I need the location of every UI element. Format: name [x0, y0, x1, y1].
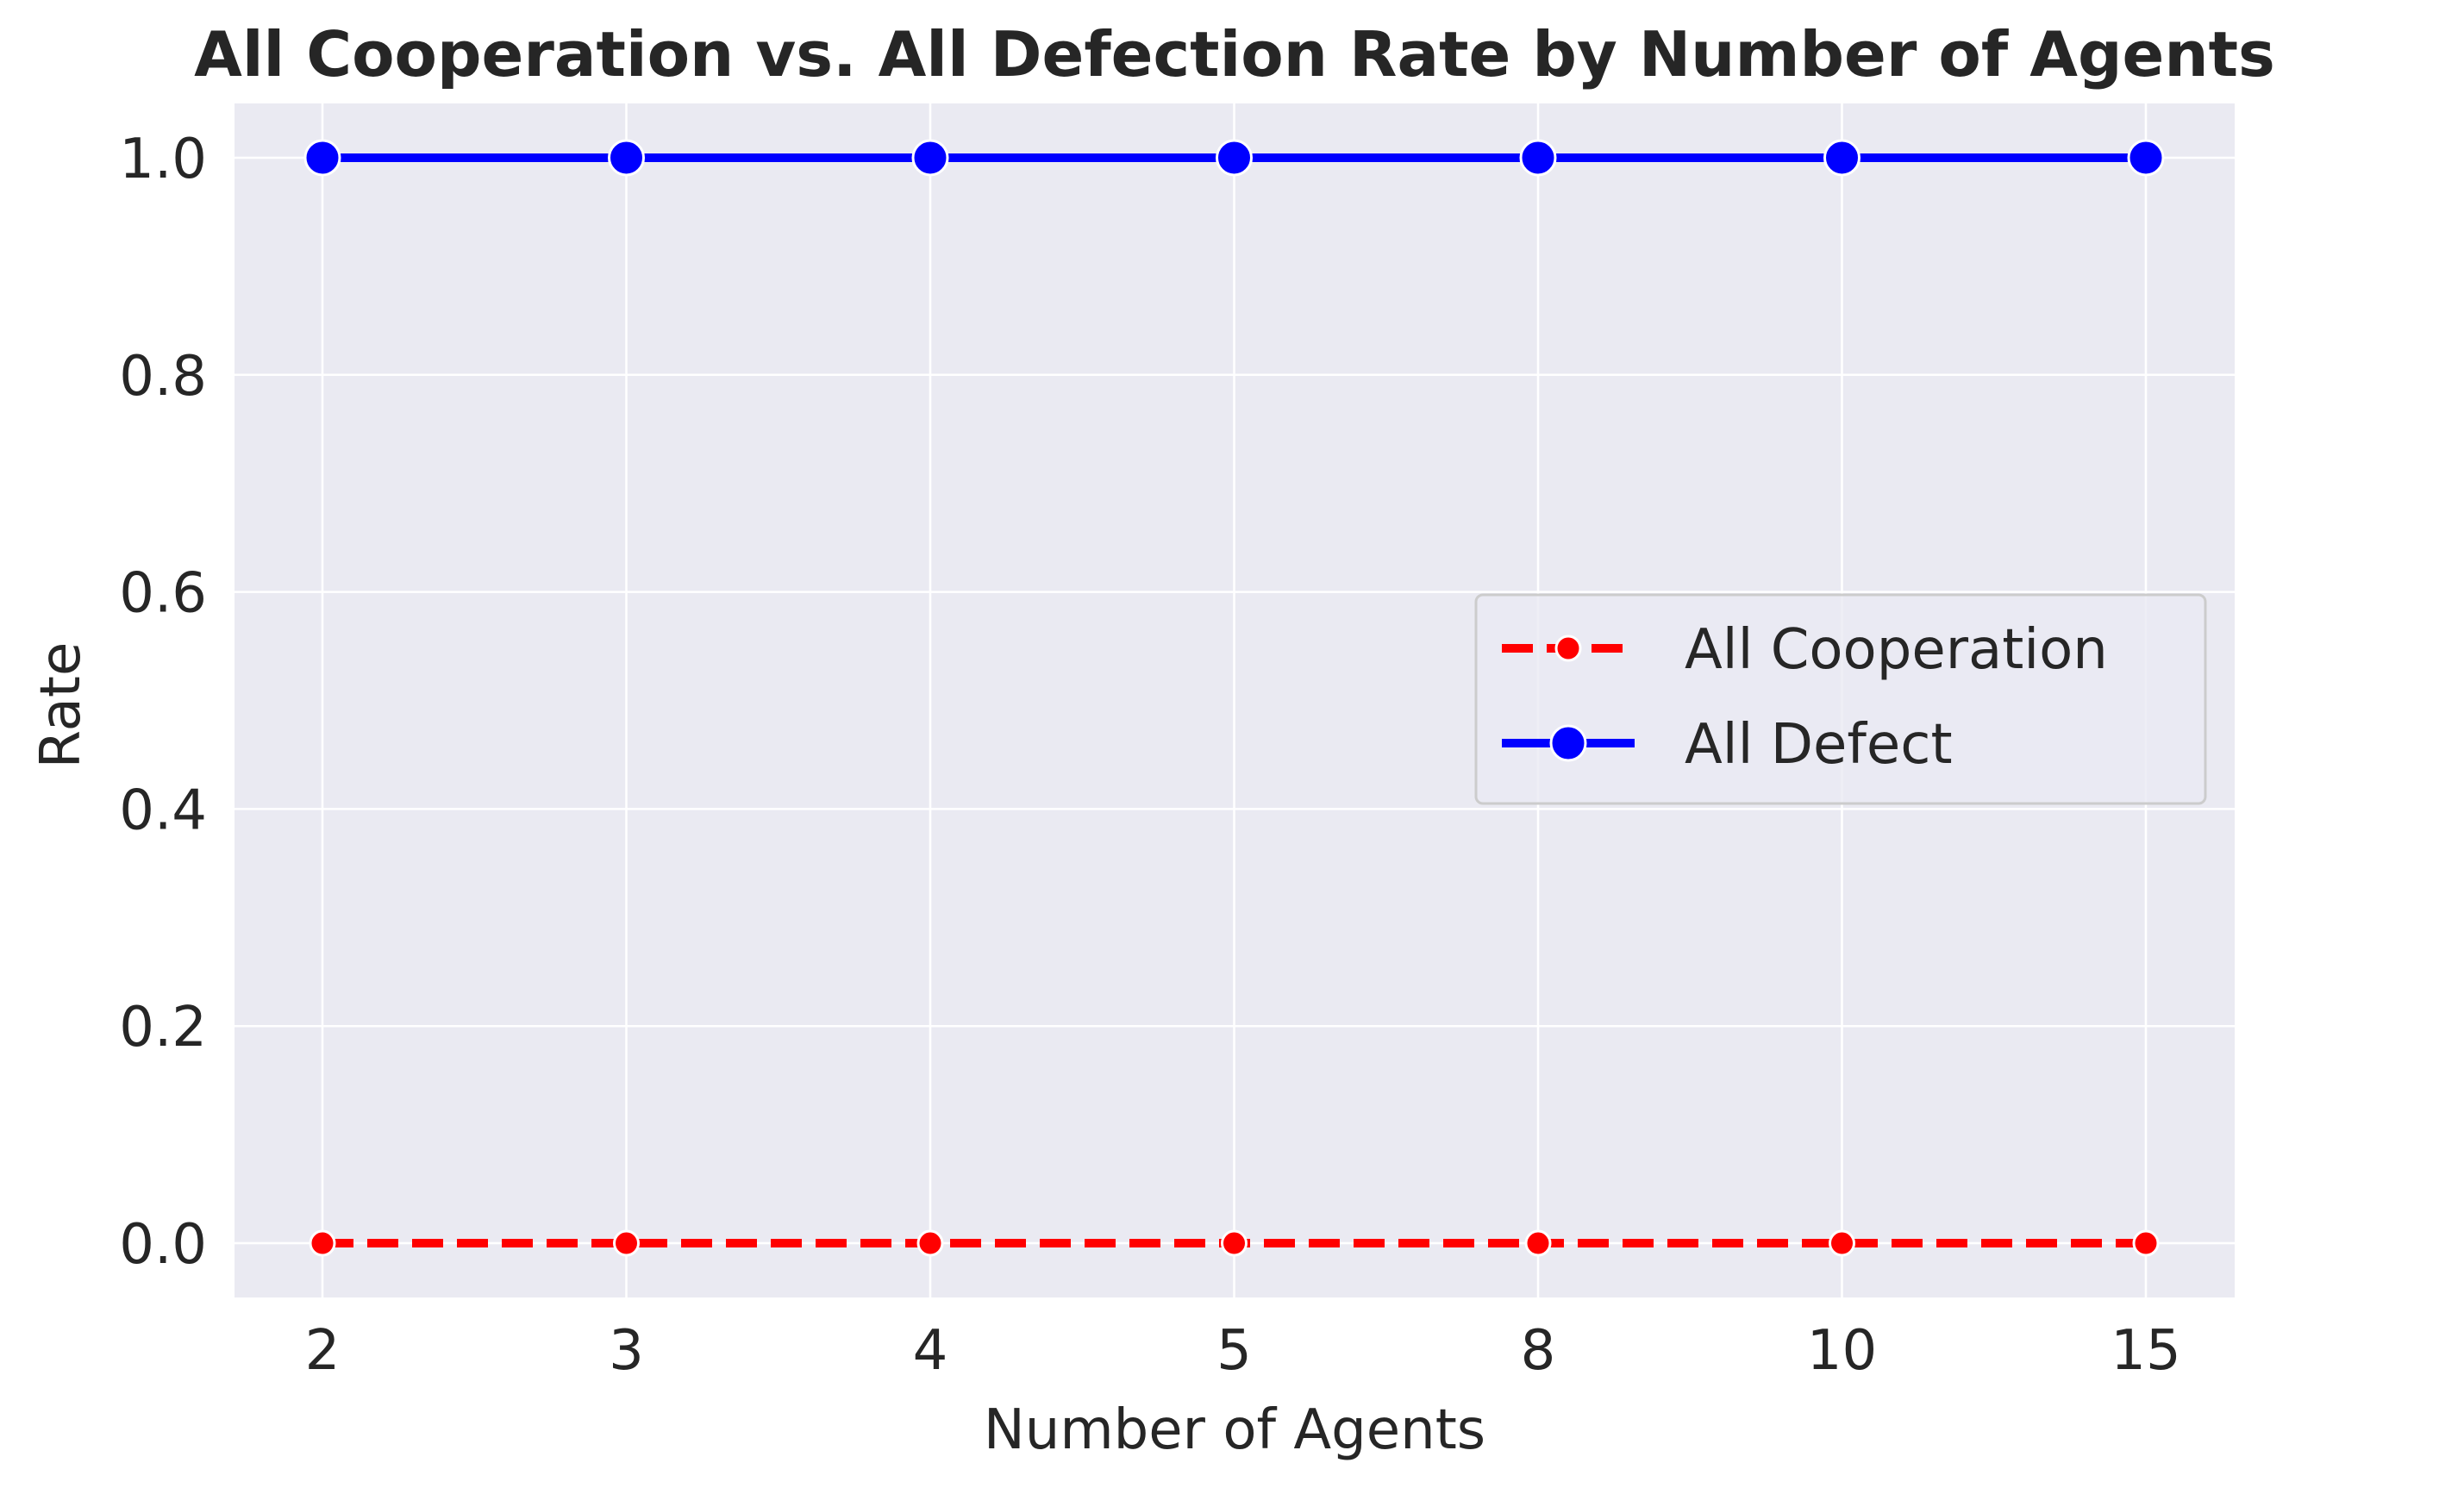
x-tick-label: 5 [1216, 1319, 1252, 1383]
x-tick-label: 2 [305, 1319, 341, 1383]
y-tick-label: 0.0 [119, 1213, 207, 1277]
x-tick-label: 4 [913, 1319, 948, 1383]
legend-label-all-defect: All Defect [1685, 713, 1953, 777]
series-layer [303, 139, 2165, 1257]
data-point-all-cooperation [1221, 1229, 1248, 1257]
x-tick-label: 10 [1807, 1319, 1877, 1383]
data-point-all-defect [2127, 139, 2165, 177]
legend-label-all-cooperation: All Cooperation [1685, 618, 2108, 682]
x-tick-labels: 2 3 4 5 8 10 15 [305, 1319, 2181, 1383]
data-point-all-cooperation [613, 1229, 640, 1257]
legend: All Cooperation All Defect [1474, 593, 2207, 805]
legend-box [1474, 593, 2207, 805]
legend-marker-all-cooperation [1554, 635, 1582, 662]
x-tick-label: 8 [1521, 1319, 1556, 1383]
chart-title: All Cooperation vs. All Defection Rate b… [194, 18, 2275, 91]
data-point-all-cooperation [916, 1229, 944, 1257]
data-point-all-defect [911, 139, 949, 177]
x-tick-label: 15 [2111, 1319, 2180, 1383]
y-tick-label: 0.2 [119, 996, 207, 1060]
legend-marker-all-defect [1549, 724, 1587, 762]
data-point-all-defect [303, 139, 341, 177]
y-tick-label: 0.6 [119, 562, 207, 626]
data-point-all-defect [608, 139, 645, 177]
y-tick-labels: 0.0 0.2 0.4 0.6 0.8 1.0 [119, 128, 207, 1277]
data-point-all-defect [1216, 139, 1253, 177]
data-point-all-cooperation [1829, 1229, 1855, 1257]
x-axis-label: Number of Agents [984, 1398, 1485, 1462]
data-point-all-defect [1519, 139, 1557, 177]
data-point-all-cooperation [309, 1229, 336, 1257]
y-tick-label: 1.0 [119, 128, 207, 191]
data-point-all-defect [1823, 139, 1861, 177]
y-tick-label: 0.8 [119, 345, 207, 409]
y-axis-label: Rate [29, 642, 93, 769]
x-tick-label: 3 [609, 1319, 644, 1383]
y-tick-label: 0.4 [119, 778, 207, 842]
data-point-all-cooperation [2132, 1229, 2160, 1257]
data-point-all-cooperation [1524, 1229, 1552, 1257]
